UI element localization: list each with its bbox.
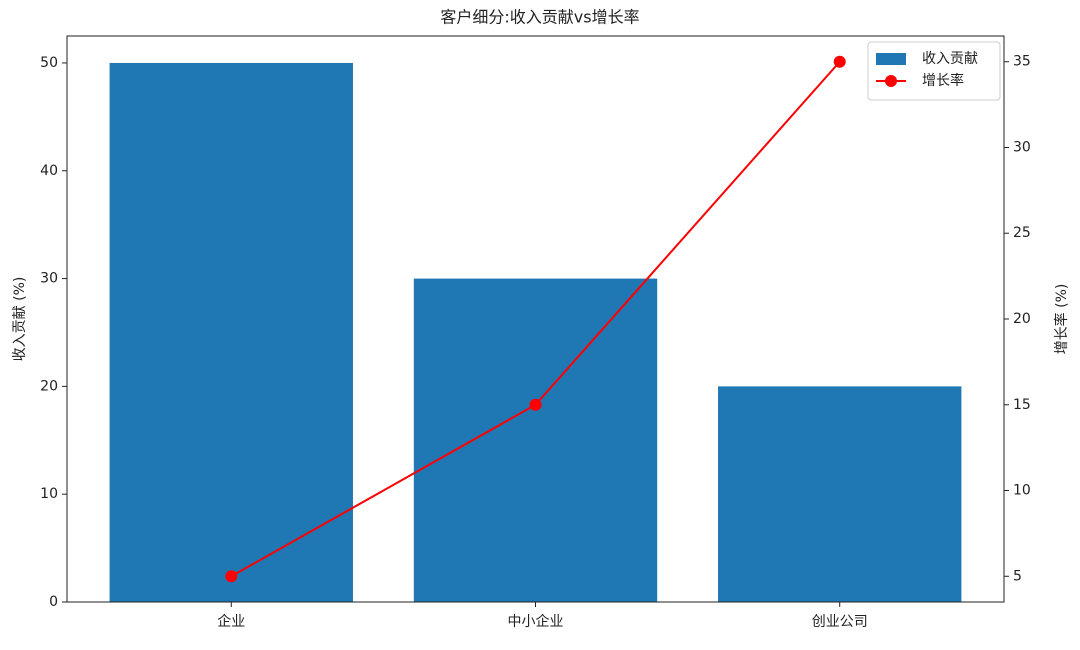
y2-tick-label: 20 xyxy=(1013,311,1031,327)
legend-label: 增长率 xyxy=(922,72,964,89)
y-tick-label: 10 xyxy=(40,486,58,502)
line-marker xyxy=(529,398,542,411)
x-tick-label: 中小企业 xyxy=(508,613,564,630)
y2-tick-label: 5 xyxy=(1013,568,1022,584)
plot-frame xyxy=(66,35,1005,603)
line-marker xyxy=(225,570,238,583)
chart-title: 客户细分:收入贡献vs增长率 xyxy=(440,8,639,27)
y2-tick-label: 35 xyxy=(1013,54,1031,70)
y-tick-label: 50 xyxy=(40,55,58,71)
y-tick-label: 30 xyxy=(40,271,58,287)
y2-tick-label: 10 xyxy=(1013,483,1031,499)
legend-swatch xyxy=(876,53,906,65)
y-tick-label: 20 xyxy=(40,378,58,394)
x-tick-label: 企业 xyxy=(217,613,245,630)
y-tick-label: 0 xyxy=(49,594,58,610)
y-axis-label: 收入贡献 (%) xyxy=(12,277,28,362)
y2-tick-label: 30 xyxy=(1013,139,1031,155)
bar xyxy=(413,278,658,602)
y2-tick-label: 15 xyxy=(1013,397,1031,413)
line-marker xyxy=(833,55,846,68)
y-tick-label: 40 xyxy=(40,163,58,179)
y2-tick-label: 25 xyxy=(1013,225,1031,241)
bar xyxy=(718,386,962,602)
legend-label: 收入贡献 xyxy=(922,51,978,67)
bar xyxy=(109,62,353,602)
y2-axis-label: 增长率 (%) xyxy=(1053,284,1070,355)
x-tick-label: 创业公司 xyxy=(812,614,868,630)
legend-marker xyxy=(885,75,897,87)
